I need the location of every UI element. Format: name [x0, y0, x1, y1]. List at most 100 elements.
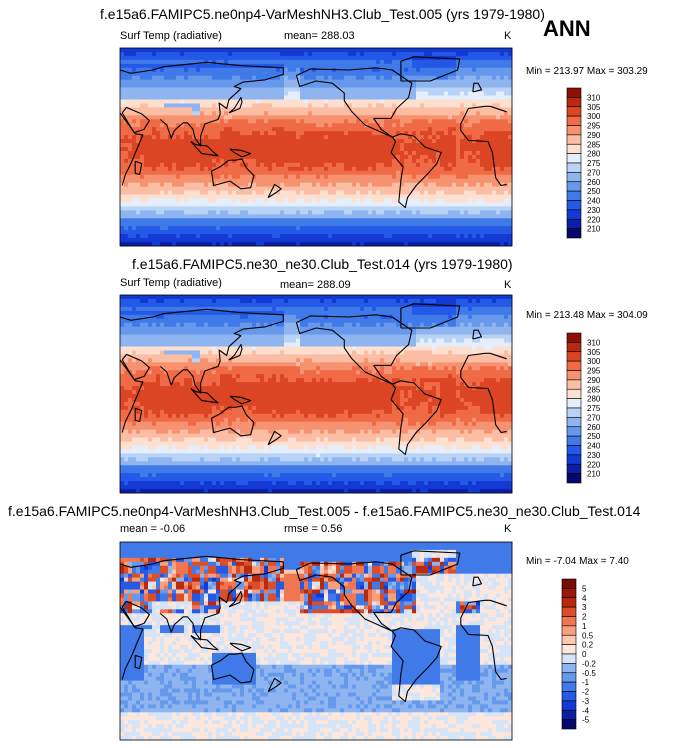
panel1-title: f.e15a6.FAMIPC5.ne0np4-VarMeshNH3.Club_T…: [100, 6, 545, 22]
map-frame: [119, 294, 513, 494]
colorbar-swatch: [561, 578, 577, 589]
panel1-minmax: Min = 213.97 Max = 303.29: [526, 66, 648, 77]
colorbar-swatch: [566, 87, 582, 98]
coastlines: [119, 56, 507, 209]
colorbar-tick-label: -3: [582, 697, 590, 706]
colorbar-swatch: [561, 588, 577, 599]
colorbar-tick-label: -5: [582, 716, 590, 725]
panel3-minmax: Min = -7.04 Max = 7.40: [526, 556, 629, 567]
colorbar-tick-label: 5: [582, 584, 587, 593]
colorbar-swatch: [566, 435, 582, 446]
panel1-units-label: K: [504, 30, 512, 42]
panel2-mean-label: mean= 288.09: [280, 279, 351, 291]
colorbar-swatch: [566, 218, 582, 229]
colorbar-tick-label: 260: [587, 423, 601, 432]
colorbar-swatch: [561, 681, 577, 692]
colorbar-tick-label: 0.5: [582, 631, 594, 640]
colorbar-tick-label: 240: [587, 442, 601, 451]
colorbar-swatch: [566, 209, 582, 220]
colorbar-tick-label: 295: [587, 367, 601, 376]
colorbar-tick-label: -2: [582, 688, 590, 697]
panel3-map: [119, 541, 513, 741]
colorbar-tick-label: 270: [587, 413, 601, 422]
colorbar-tick-label: 295: [587, 122, 601, 131]
colorbar-swatch: [566, 190, 582, 201]
colorbar-tick-label: 260: [587, 178, 601, 187]
colorbar-swatch: [561, 625, 577, 636]
colorbar-tick-label: 1: [582, 622, 587, 631]
colorbar-swatch: [566, 115, 582, 126]
colorbar-tick-label: 305: [587, 103, 601, 112]
colorbar-swatch: [566, 106, 582, 117]
colorbar-swatch: [561, 606, 577, 617]
colorbar-swatch: [566, 172, 582, 183]
panel3-mean-label: mean = -0.06: [120, 523, 186, 535]
colorbar-tick-label: 250: [587, 432, 601, 441]
colorbar-swatch: [566, 228, 582, 239]
colorbar-tick-label: 280: [587, 395, 601, 404]
colorbar-tick-label: -1: [582, 678, 590, 687]
panel2-minmax: Min = 213.48 Max = 304.09: [526, 310, 648, 321]
panel1-variable-label: Surf Temp (radiative): [120, 30, 222, 42]
colorbar-tick-label: 2: [582, 613, 587, 622]
colorbar-tick-label: 310: [587, 338, 601, 347]
colorbar-tick-label: 220: [587, 215, 601, 224]
colorbar-tick-label: 300: [587, 112, 601, 121]
colorbar-tick-label: 275: [587, 404, 601, 413]
colorbar-tick-label: 230: [587, 451, 601, 460]
colorbar-tick-label: 210: [587, 470, 601, 479]
colorbar-tick-label: 285: [587, 385, 601, 394]
colorbar-swatch: [566, 97, 582, 108]
panel3-rmse-label: rmse = 0.56: [284, 523, 343, 535]
colorbar-swatch: [561, 616, 577, 627]
colorbar-swatch: [561, 634, 577, 645]
panel2-map: [119, 294, 513, 494]
colorbar-swatch: [566, 454, 582, 465]
colorbar-tick-label: 0.2: [582, 641, 594, 650]
colorbar-swatch: [566, 398, 582, 409]
colorbar-tick-label: 3: [582, 603, 587, 612]
colorbar-tick-label: 210: [587, 225, 601, 234]
coastlines: [119, 550, 507, 703]
colorbar-tick-label: 300: [587, 357, 601, 366]
colorbar-swatch: [566, 351, 582, 362]
panel1-map: [119, 47, 513, 247]
colorbar-swatch: [566, 426, 582, 437]
colorbar-swatch: [566, 332, 582, 343]
colorbar-swatch: [561, 672, 577, 683]
colorbar-swatch: [561, 663, 577, 674]
colorbar-tick-label: -0.2: [582, 659, 596, 668]
colorbar-swatch: [566, 125, 582, 136]
coastlines: [119, 303, 507, 456]
panel2-variable-label: Surf Temp (radiative): [120, 277, 222, 289]
colorbar-swatch: [566, 407, 582, 418]
colorbar-swatch: [566, 143, 582, 154]
panel3-title: f.e15a6.FAMIPC5.ne0np4-VarMeshNH3.Club_T…: [8, 503, 641, 519]
colorbar-tick-label: -4: [582, 706, 590, 715]
colorbar-tick-label: 290: [587, 131, 601, 140]
colorbar-swatch: [566, 360, 582, 371]
colorbar-swatch: [566, 417, 582, 428]
panel2-units-label: K: [504, 279, 512, 291]
map-field: [120, 295, 513, 494]
colorbar-tick-label: 0: [582, 650, 587, 659]
colorbar-tick-label: 250: [587, 187, 601, 196]
colorbar-swatch: [566, 379, 582, 390]
colorbar-tick-label: 4: [582, 594, 587, 603]
panel1-colorbar: 3103053002952902852802752702602502402302…: [566, 87, 601, 239]
panel2-colorbar: 3103053002952902852802752702602502402302…: [566, 332, 601, 484]
colorbar-swatch: [566, 445, 582, 456]
colorbar-tick-label: 285: [587, 140, 601, 149]
map-frame: [119, 47, 513, 247]
colorbar-swatch: [566, 473, 582, 484]
map-frame: [119, 541, 513, 741]
colorbar-swatch: [566, 134, 582, 145]
panel3-units-label: K: [504, 523, 512, 535]
colorbar-swatch: [561, 700, 577, 711]
season-label: ANN: [543, 16, 591, 41]
colorbar-swatch: [566, 181, 582, 192]
colorbar-tick-label: 270: [587, 168, 601, 177]
colorbar-swatch: [561, 653, 577, 664]
colorbar-tick-label: 290: [587, 376, 601, 385]
